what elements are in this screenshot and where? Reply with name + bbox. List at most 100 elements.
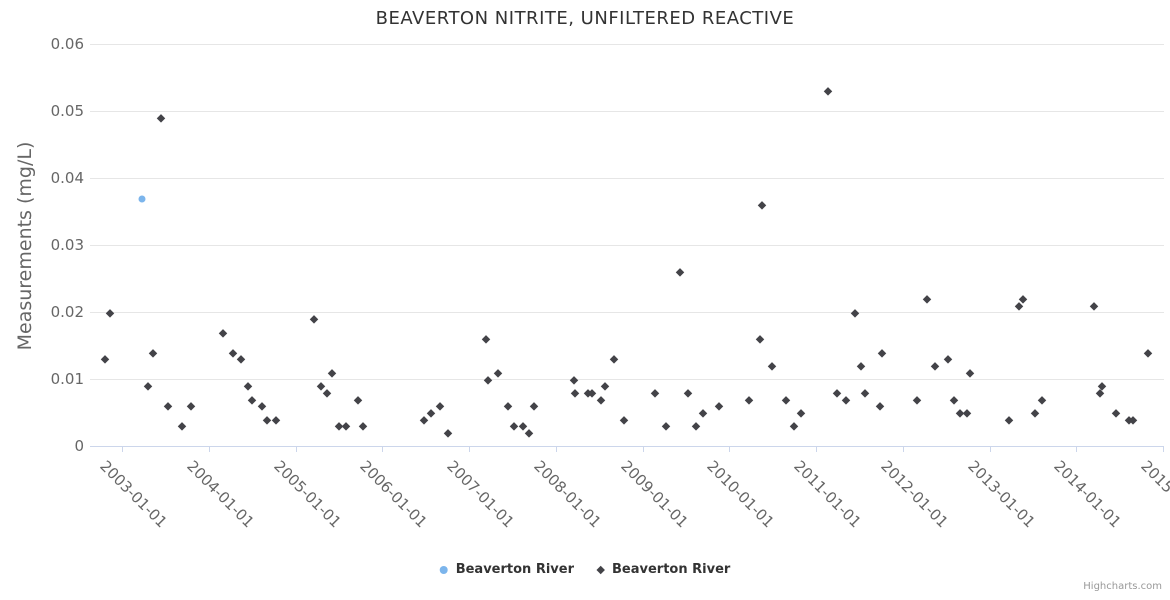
data-point-diamond[interactable] xyxy=(100,355,109,364)
data-point-diamond[interactable] xyxy=(596,395,605,404)
data-point-diamond[interactable] xyxy=(143,382,152,391)
data-point-diamond[interactable] xyxy=(767,362,776,370)
data-point-diamond[interactable] xyxy=(744,395,753,404)
data-point-diamond[interactable] xyxy=(509,422,518,431)
data-point-diamond[interactable] xyxy=(353,395,362,404)
data-point-diamond[interactable] xyxy=(789,422,798,431)
data-point-diamond[interactable] xyxy=(860,389,869,397)
data-point-diamond[interactable] xyxy=(796,409,805,417)
data-point-diamond[interactable] xyxy=(435,402,444,411)
data-point-diamond[interactable] xyxy=(1089,301,1098,310)
data-point-diamond[interactable] xyxy=(262,415,271,424)
data-point-diamond[interactable] xyxy=(236,355,245,364)
data-point-diamond[interactable] xyxy=(675,268,684,277)
data-point-diamond[interactable] xyxy=(1111,409,1120,417)
y-gridline xyxy=(90,245,1164,246)
data-point-diamond[interactable] xyxy=(163,402,172,411)
data-point-diamond[interactable] xyxy=(316,382,325,391)
data-point-circle[interactable] xyxy=(138,195,146,203)
highcharts-credit-link[interactable]: Highcharts.com xyxy=(1083,581,1162,592)
data-point-diamond[interactable] xyxy=(683,389,692,397)
data-point-diamond[interactable] xyxy=(922,295,931,303)
data-point-diamond[interactable] xyxy=(757,201,766,210)
data-point-diamond[interactable] xyxy=(1018,295,1027,303)
data-point-diamond[interactable] xyxy=(322,389,331,397)
diamond-marker-icon xyxy=(596,565,606,574)
y-gridline xyxy=(90,111,1164,112)
data-point-diamond[interactable] xyxy=(156,114,165,123)
data-point-diamond[interactable] xyxy=(219,328,228,337)
data-point-diamond[interactable] xyxy=(1095,389,1104,397)
circle-marker-icon xyxy=(439,565,448,574)
data-point-diamond[interactable] xyxy=(443,429,452,437)
data-point-diamond[interactable] xyxy=(327,368,336,377)
y-gridline xyxy=(90,178,1164,179)
data-point-diamond[interactable] xyxy=(258,402,267,411)
legend-item-beaverton-river-2[interactable]: Beaverton River xyxy=(596,562,731,577)
y-axis-tick-label: 0.06 xyxy=(50,35,84,53)
data-point-diamond[interactable] xyxy=(1143,348,1152,357)
data-point-diamond[interactable] xyxy=(949,395,958,404)
data-point-diamond[interactable] xyxy=(650,389,659,397)
data-point-diamond[interactable] xyxy=(600,382,609,391)
data-point-diamond[interactable] xyxy=(244,382,253,391)
data-point-diamond[interactable] xyxy=(841,395,850,404)
data-point-diamond[interactable] xyxy=(877,348,886,357)
data-point-diamond[interactable] xyxy=(229,348,238,357)
legend-item-beaverton-river-1[interactable]: Beaverton River xyxy=(439,562,574,577)
x-axis-tick-label: 2005-01-01 xyxy=(269,457,345,532)
data-point-diamond[interactable] xyxy=(1030,409,1039,417)
data-point-diamond[interactable] xyxy=(691,422,700,431)
data-point-diamond[interactable] xyxy=(529,402,538,411)
data-point-diamond[interactable] xyxy=(483,375,492,384)
data-point-diamond[interactable] xyxy=(341,422,350,431)
x-axis-tick-label: 2011-01-01 xyxy=(790,457,865,532)
data-point-diamond[interactable] xyxy=(856,362,865,370)
data-point-diamond[interactable] xyxy=(823,87,832,96)
legend-label: Beaverton River xyxy=(612,562,731,577)
x-axis-tick-mark xyxy=(208,447,210,452)
data-point-diamond[interactable] xyxy=(1014,301,1023,310)
data-point-diamond[interactable] xyxy=(609,355,618,364)
data-point-diamond[interactable] xyxy=(247,395,256,404)
y-axis-tick-label: 0.01 xyxy=(50,370,84,388)
data-point-diamond[interactable] xyxy=(271,415,280,424)
data-point-diamond[interactable] xyxy=(962,409,971,417)
data-point-diamond[interactable] xyxy=(426,409,435,417)
data-point-diamond[interactable] xyxy=(698,409,707,417)
data-point-diamond[interactable] xyxy=(334,422,343,431)
data-point-diamond[interactable] xyxy=(1037,395,1046,404)
data-point-diamond[interactable] xyxy=(148,348,157,357)
x-axis-tick-label: 2009-01-01 xyxy=(616,457,692,532)
data-point-diamond[interactable] xyxy=(503,402,512,411)
data-point-diamond[interactable] xyxy=(930,362,939,370)
x-axis-tick-mark xyxy=(555,447,557,452)
data-point-diamond[interactable] xyxy=(832,389,841,397)
data-point-diamond[interactable] xyxy=(309,315,318,324)
data-point-diamond[interactable] xyxy=(943,355,952,364)
data-point-diamond[interactable] xyxy=(714,402,723,411)
x-axis-tick-label: 2015-01-01 xyxy=(1137,457,1170,532)
data-point-diamond[interactable] xyxy=(358,422,367,431)
data-point-diamond[interactable] xyxy=(569,375,578,384)
data-point-diamond[interactable] xyxy=(518,422,527,431)
data-point-diamond[interactable] xyxy=(186,402,195,411)
data-point-diamond[interactable] xyxy=(619,415,628,424)
data-point-diamond[interactable] xyxy=(177,422,186,431)
data-point-diamond[interactable] xyxy=(481,335,490,344)
data-point-diamond[interactable] xyxy=(525,429,533,437)
data-point-diamond[interactable] xyxy=(1004,415,1013,424)
data-point-diamond[interactable] xyxy=(965,368,974,377)
data-point-diamond[interactable] xyxy=(850,308,859,317)
data-point-diamond[interactable] xyxy=(755,335,764,344)
x-axis-tick-label: 2014-01-01 xyxy=(1050,457,1125,532)
y-axis-tick-label: 0 xyxy=(74,437,84,455)
data-point-diamond[interactable] xyxy=(913,395,922,404)
data-point-diamond[interactable] xyxy=(661,422,670,431)
data-point-diamond[interactable] xyxy=(875,402,884,411)
data-point-diamond[interactable] xyxy=(571,389,580,397)
data-point-diamond[interactable] xyxy=(493,368,502,377)
data-point-diamond[interactable] xyxy=(781,395,790,404)
data-point-diamond[interactable] xyxy=(419,415,428,424)
data-point-diamond[interactable] xyxy=(105,308,114,317)
